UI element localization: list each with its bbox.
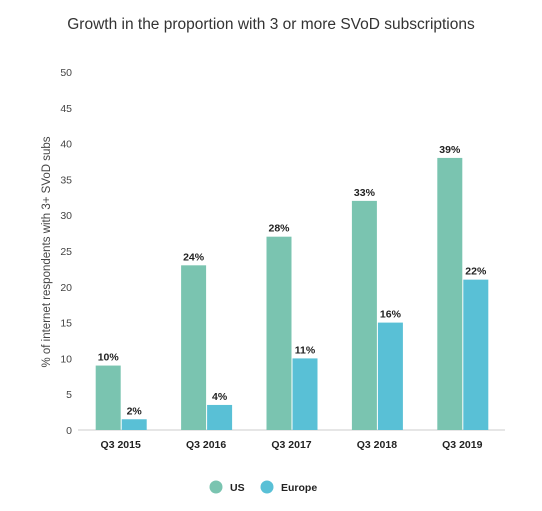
y-tick-label: 50: [60, 67, 72, 79]
data-label-europe: 16%: [380, 309, 402, 321]
bar-us: [181, 265, 207, 430]
bar-us: [95, 365, 121, 430]
y-tick-label: 25: [60, 246, 72, 258]
data-label-europe: 22%: [465, 266, 487, 278]
bar-us: [437, 157, 463, 431]
y-axis-ticks: 0 5 10 15 20 25 30 35 40 45 50: [60, 67, 72, 437]
y-tick-label: 5: [66, 389, 72, 401]
data-label-europe: 4%: [212, 391, 228, 403]
x-category-label: Q3 2018: [357, 439, 397, 451]
x-category-label: Q3 2017: [271, 439, 311, 451]
data-label-us: 24%: [183, 251, 205, 263]
bars: [95, 157, 489, 431]
x-category-label: Q3 2019: [442, 439, 482, 451]
y-tick-label: 45: [60, 103, 72, 115]
y-tick-label: 10: [60, 353, 72, 365]
y-tick-label: 0: [66, 425, 72, 437]
y-tick-label: 40: [60, 139, 72, 151]
legend: US Europe: [209, 480, 317, 494]
bar-europe: [377, 322, 403, 430]
legend-swatch-europe: [260, 480, 274, 494]
legend-swatch-us: [209, 480, 223, 494]
x-axis-categories: Q3 2015 Q3 2016 Q3 2017 Q3 2018 Q3 2019: [101, 439, 483, 451]
data-label-us: 28%: [268, 223, 290, 235]
bar-europe: [292, 358, 318, 430]
data-label-europe: 2%: [127, 405, 143, 417]
x-category-label: Q3 2015: [101, 439, 141, 451]
data-label-europe: 11%: [295, 344, 316, 356]
bar-europe: [207, 404, 233, 430]
y-tick-label: 30: [60, 210, 72, 222]
legend-label-us: US: [230, 482, 245, 494]
data-label-us: 10%: [98, 352, 120, 364]
y-tick-label: 20: [60, 282, 72, 294]
y-axis-label: % of internet respondents with 3+ SVoD s…: [41, 136, 53, 367]
bar-europe: [121, 419, 147, 430]
y-tick-label: 15: [60, 318, 72, 330]
bar-us: [351, 200, 377, 430]
data-labels: 10% 2% 24% 4% 28% 11% 33% 16% 39% 22%: [98, 144, 487, 417]
bar-europe: [463, 279, 489, 430]
x-category-label: Q3 2016: [186, 439, 226, 451]
chart-title: Growth in the proportion with 3 or more …: [67, 16, 475, 33]
y-tick-label: 35: [60, 174, 72, 186]
legend-label-europe: Europe: [281, 482, 317, 494]
data-label-us: 39%: [439, 144, 461, 156]
bar-us: [266, 236, 292, 430]
data-label-us: 33%: [354, 187, 376, 199]
